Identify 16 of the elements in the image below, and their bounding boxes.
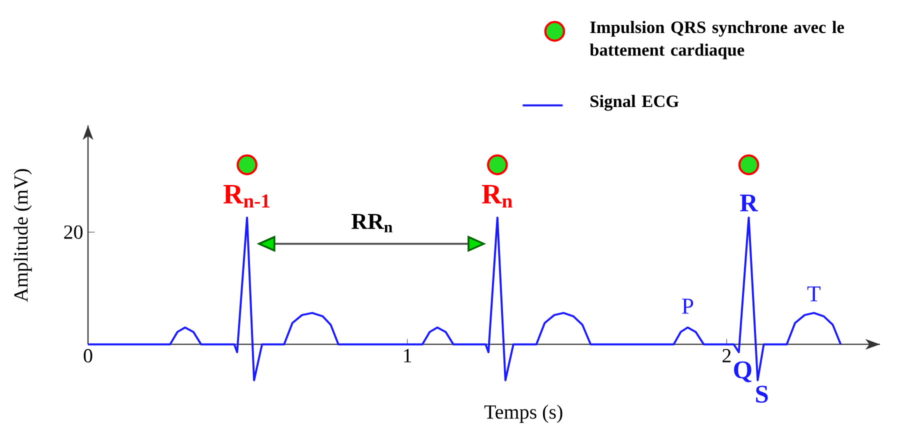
x-axis-title: Temps (s) [484,404,562,423]
text: 20 [64,225,83,239]
x-tick-label: 0 [84,349,92,363]
x-tick-label: 1 [404,349,412,362]
legend-label: Impulsion QRS synchrone avec le battement cardiaque [590,20,844,60]
annotation: R$_{n-1}$ [223,184,270,208]
annotation: R$_{n}$ [482,184,512,208]
annotation: R [740,194,758,212]
x-tick-label: 2 [722,349,731,362]
annotation: Q [734,361,752,382]
y-axis-title: Amplitude (mV) [14,169,32,302]
annotation: RR$_{n}$ [352,214,392,232]
text: S [756,386,768,403]
annotation: P [682,298,694,314]
annotation: T [807,286,820,302]
legend-label: Signal ECG [590,94,679,111]
